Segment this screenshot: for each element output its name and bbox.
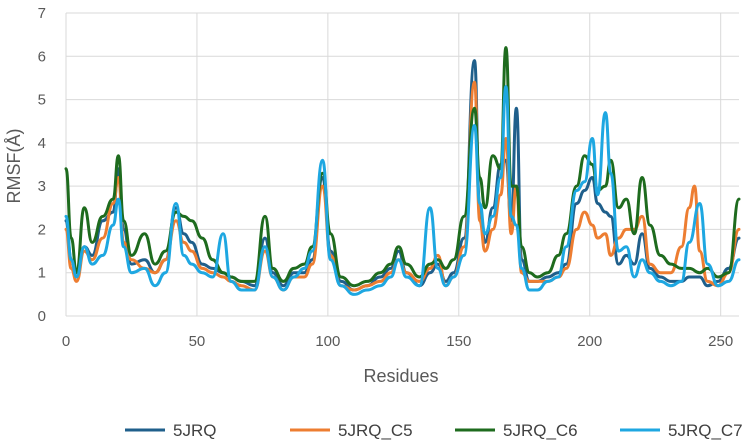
- y-tick-label: 7: [38, 5, 46, 22]
- x-tick-label: 50: [189, 333, 206, 350]
- y-axis-title: RMSF(Å): [4, 129, 24, 204]
- series-line-5jrq-c7: [64, 85, 741, 296]
- x-tick-label: 100: [315, 333, 340, 350]
- legend-label: 5JRQ_C5: [338, 421, 413, 440]
- y-tick-label: 6: [38, 48, 46, 65]
- legend: 5JRQ 5JRQ_C5 5JRQ_C6 5JRQ_C7: [125, 421, 743, 440]
- y-tick-labels: 0 1 2 3 4 5 6 7: [38, 5, 46, 325]
- x-tick-label: 250: [708, 333, 733, 350]
- y-tick-label: 1: [38, 265, 46, 282]
- x-axis-title: Residues: [363, 366, 438, 386]
- x-tick-labels: 0 50 100 150 200 250: [62, 333, 733, 350]
- y-tick-label: 0: [38, 308, 46, 325]
- x-tick-label: 200: [577, 333, 602, 350]
- series-lines: [64, 46, 741, 296]
- legend-label: 5JRQ: [173, 421, 216, 440]
- legend-label: 5JRQ_C6: [503, 421, 578, 440]
- series-line-5jrq-c5: [64, 80, 741, 292]
- legend-label: 5JRQ_C7: [668, 421, 743, 440]
- y-tick-label: 4: [38, 135, 46, 152]
- y-tick-label: 5: [38, 92, 46, 109]
- y-tick-label: 3: [38, 178, 46, 195]
- x-tick-label: 0: [62, 333, 70, 350]
- y-tick-label: 2: [38, 221, 46, 238]
- x-tick-label: 150: [446, 333, 471, 350]
